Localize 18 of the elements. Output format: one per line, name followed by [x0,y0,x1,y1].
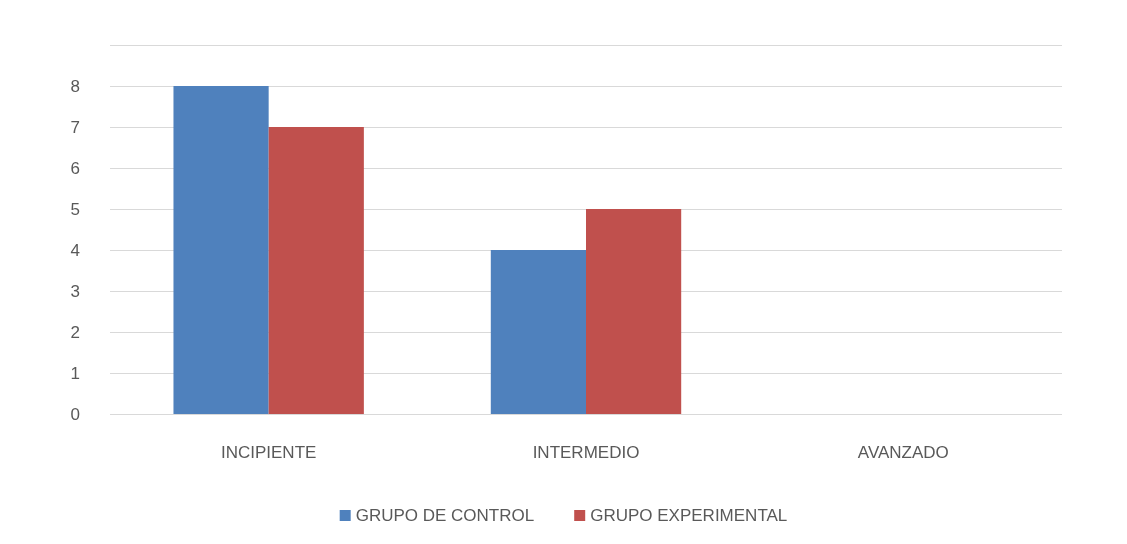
y-tick-label: 8 [70,76,80,96]
bar [173,86,269,414]
y-tick-label: 0 [70,404,80,424]
bar [268,127,364,414]
y-tick-label: 2 [70,322,80,342]
bar [490,250,586,414]
y-tick-label: 4 [70,240,80,260]
legend-label: GRUPO EXPERIMENTAL [590,506,788,525]
y-tick-label: 5 [70,199,80,219]
y-tick-label: 3 [70,281,80,301]
y-tick-label: 6 [70,158,80,178]
x-tick-label: INTERMEDIO [532,443,640,462]
x-tick-label: AVANZADO [857,443,949,462]
y-tick-label: 1 [70,363,80,383]
y-tick-label: 7 [70,117,80,137]
bar [586,209,682,414]
legend-label: GRUPO DE CONTROL [355,506,535,525]
x-tick-label: INCIPIENTE [220,443,317,462]
